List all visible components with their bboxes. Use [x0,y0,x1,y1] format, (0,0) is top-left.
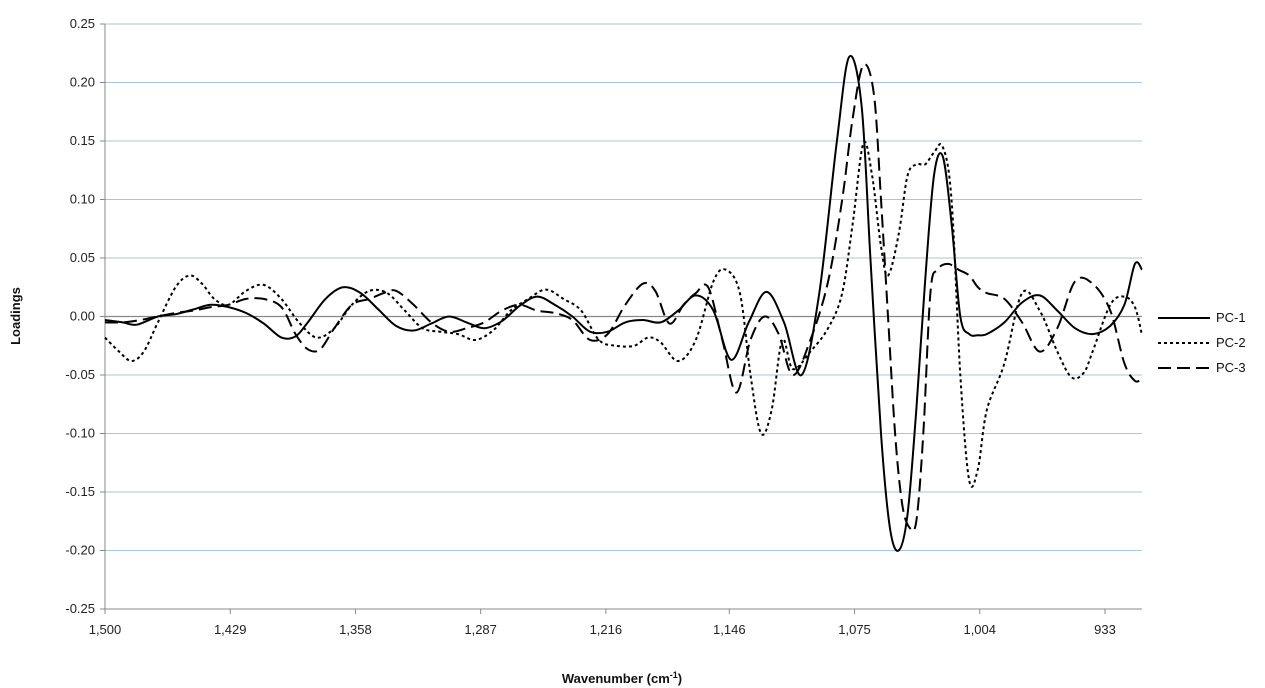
y-tick-label: 0.00 [70,309,95,324]
y-tick-label: 0.15 [70,133,95,148]
legend: PC-1 PC-2 PC-3 [1158,310,1246,375]
y-tick-label: -0.15 [65,484,95,499]
x-tick-label: 1,287 [464,622,497,637]
x-tick-label: 1,500 [89,622,122,637]
x-axis-title-main: Wavenumber (cm [562,671,670,686]
y-axis-title: Loadings [8,287,23,345]
y-tick-label: 0.10 [70,192,95,207]
y-tick-label: 0.05 [70,250,95,265]
legend-label-pc-3: PC-3 [1216,360,1246,375]
series-line-pc-1 [104,54,1143,552]
y-tick-label: -0.20 [65,543,95,558]
x-tick-label: 1,075 [838,622,871,637]
y-tick-labels: 0.25 0.20 0.15 0.10 0.05 0.00 -0.05 -0.10 -0.15 -… [65,16,95,616]
axes [100,23,1142,614]
x-tick-label: 1,216 [590,622,623,637]
x-tick-label: 1,429 [214,622,247,637]
y-tick-label: -0.10 [65,426,95,441]
x-axis-title-close: ) [678,671,682,686]
series-line-pc-2 [104,140,1143,488]
x-tick-label: 1,146 [713,622,746,637]
y-tick-label: 0.20 [70,75,95,90]
x-tick-label: 933 [1094,622,1116,637]
x-axis-title-superscript: -1 [670,670,678,680]
legend-label-pc-1: PC-1 [1216,310,1246,325]
x-tick-label: 1,358 [339,622,372,637]
y-tick-label: -0.25 [65,601,95,616]
legend-label-pc-2: PC-2 [1216,335,1246,350]
y-tick-label: 0.25 [70,16,95,31]
x-tick-labels: 1,500 1,429 1,358 1,287 1,216 1,146 1,075 1,004… [89,622,1116,637]
series-line-pc-3 [104,63,1143,533]
series-lines [104,54,1143,552]
x-axis-title: Wavenumber (cm-1) [562,670,682,686]
y-tick-label: -0.05 [65,367,95,382]
x-tick-label: 1,004 [963,622,996,637]
